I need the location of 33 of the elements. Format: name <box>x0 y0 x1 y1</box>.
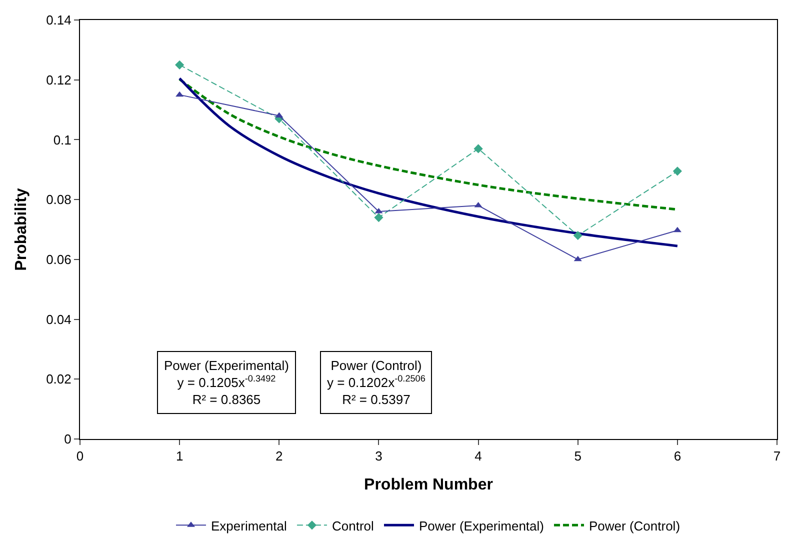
legend-label: Power (Control) <box>589 518 680 534</box>
point <box>673 226 682 232</box>
y-tick-label: 0.1 <box>53 132 72 148</box>
point <box>176 91 184 97</box>
point <box>574 256 582 262</box>
annotation: Power (Experimental) y = 0.1205x$^{-0.3492}$ R² = 0.8365 <box>164 358 289 407</box>
x-tick-label: 1 <box>176 448 184 464</box>
x-tick-label: 6 <box>674 448 682 464</box>
y-axis-title: Probability <box>12 188 30 271</box>
point <box>474 144 483 154</box>
point <box>573 230 582 240</box>
legend-label: Power (Experimental) <box>419 518 544 534</box>
y-tick-label: 0.08 <box>46 192 72 208</box>
x-tick-label: 7 <box>773 448 781 464</box>
x-tick-label: 3 <box>375 448 382 464</box>
x-tick-label: 4 <box>474 448 482 464</box>
y-tick-label: 0.12 <box>46 72 72 88</box>
x-axis-title: Problem Number <box>364 476 493 494</box>
y-tick-label: 0.06 <box>46 252 72 267</box>
point <box>275 112 284 118</box>
x-tick-label: 5 <box>574 448 582 464</box>
y-tick-label: 0.04 <box>46 312 72 327</box>
legend-label: Control <box>332 518 374 534</box>
x-tick-label: 2 <box>276 448 283 464</box>
point <box>175 60 184 70</box>
point <box>672 166 682 176</box>
y-tick-label: 0 <box>64 432 72 447</box>
y-tick-label: 0.02 <box>46 372 72 387</box>
x-tick-label: 0 <box>76 448 84 464</box>
legend-label: Experimental <box>211 518 287 534</box>
annotation: Power (Control) y = 0.1202x$^{-0.2506}$ R² = 0.5397 <box>327 358 426 407</box>
y-tick-label: 0.14 <box>46 12 72 28</box>
point <box>374 212 384 222</box>
